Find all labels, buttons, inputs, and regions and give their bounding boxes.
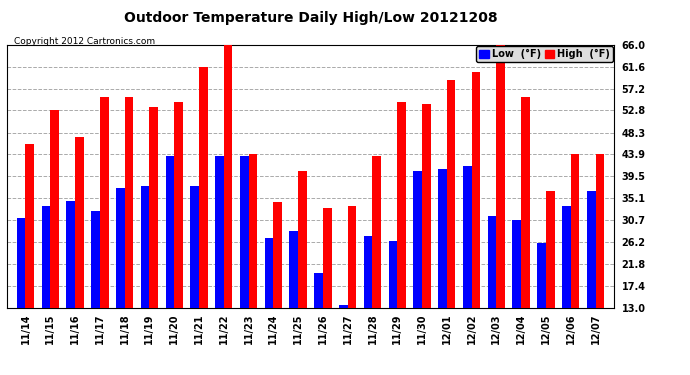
Bar bbox=[166, 156, 174, 372]
Bar bbox=[488, 216, 496, 372]
Bar bbox=[463, 166, 471, 372]
Bar bbox=[586, 191, 595, 372]
Bar bbox=[174, 102, 183, 372]
Bar bbox=[190, 186, 199, 372]
Bar bbox=[447, 80, 455, 372]
Bar bbox=[50, 110, 59, 372]
Bar bbox=[273, 202, 282, 372]
Bar bbox=[141, 186, 150, 372]
Bar bbox=[199, 67, 208, 372]
Text: Copyright 2012 Cartronics.com: Copyright 2012 Cartronics.com bbox=[14, 38, 155, 46]
Bar bbox=[471, 72, 480, 372]
Bar bbox=[26, 144, 34, 372]
Text: Outdoor Temperature Daily High/Low 20121208: Outdoor Temperature Daily High/Low 20121… bbox=[124, 11, 497, 25]
Bar bbox=[413, 171, 422, 372]
Bar bbox=[265, 238, 273, 372]
Bar bbox=[595, 154, 604, 372]
Bar bbox=[298, 171, 307, 372]
Bar bbox=[438, 169, 447, 372]
Bar bbox=[571, 154, 580, 372]
Bar bbox=[496, 45, 505, 372]
Bar bbox=[17, 218, 26, 372]
Bar bbox=[289, 231, 298, 372]
Bar bbox=[521, 97, 530, 372]
Bar bbox=[339, 305, 348, 372]
Bar bbox=[116, 188, 125, 372]
Bar bbox=[348, 206, 356, 372]
Legend: Low  (°F), High  (°F): Low (°F), High (°F) bbox=[476, 46, 613, 62]
Bar bbox=[314, 273, 323, 372]
Bar bbox=[248, 154, 257, 372]
Bar bbox=[538, 243, 546, 372]
Bar bbox=[66, 201, 75, 372]
Bar bbox=[215, 156, 224, 372]
Bar bbox=[323, 209, 332, 372]
Bar bbox=[562, 206, 571, 372]
Bar bbox=[422, 104, 431, 372]
Bar bbox=[125, 97, 133, 372]
Bar bbox=[91, 211, 100, 372]
Bar bbox=[41, 206, 50, 372]
Bar bbox=[364, 236, 373, 372]
Bar bbox=[513, 220, 521, 372]
Bar bbox=[373, 156, 381, 372]
Bar bbox=[75, 136, 83, 372]
Bar bbox=[388, 241, 397, 372]
Bar bbox=[546, 191, 555, 372]
Bar bbox=[100, 97, 108, 372]
Bar bbox=[224, 45, 233, 372]
Bar bbox=[397, 102, 406, 372]
Bar bbox=[240, 156, 248, 372]
Bar bbox=[150, 107, 158, 372]
